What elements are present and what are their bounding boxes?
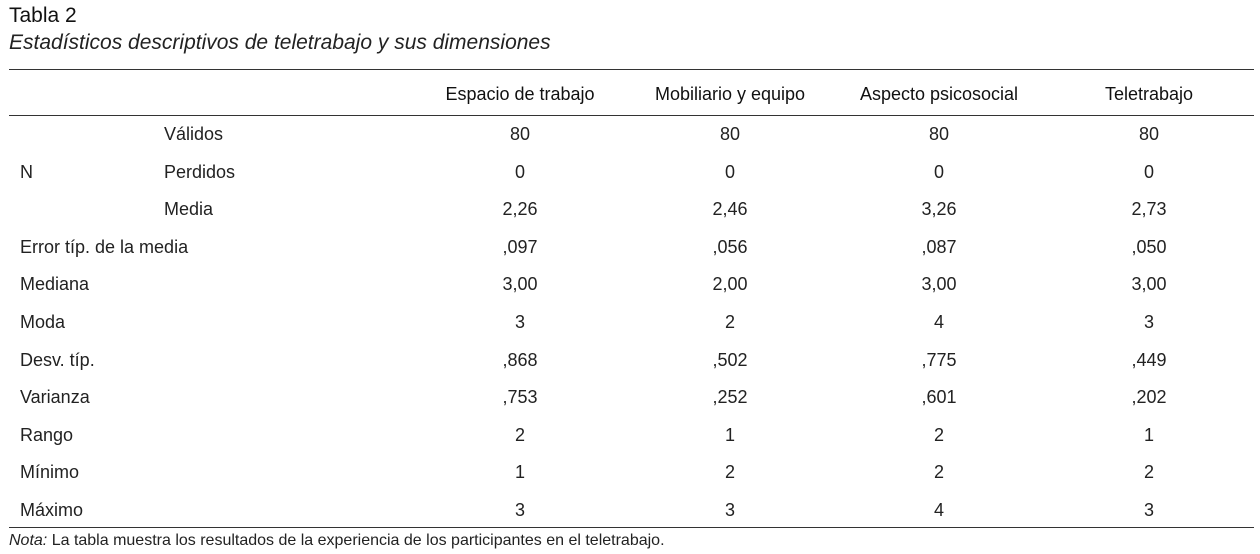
table-cell: ,202 [1131,387,1167,407]
table-cell: 1 [724,425,735,445]
table-cell: 1 [1143,425,1154,445]
table-cell: ,087 [921,237,957,257]
row-sublabel: Perdidos [164,162,236,182]
table-cell: 0 [514,162,525,182]
table-cell: 3 [1143,500,1154,520]
row-label: Varianza [20,387,90,407]
table-cell: 80 [719,124,741,144]
table-cell: 80 [1138,124,1160,144]
row-sublabel: Media [164,199,214,219]
table-title: Estadísticos descriptivos de teletrabajo… [9,31,551,54]
table-cell: 80 [509,124,531,144]
table-cell: 2,00 [712,274,748,294]
table-cell: 3 [514,312,525,332]
column-header-espacio: Espacio de trabajo [445,84,595,104]
table-bottom-rule [9,527,1254,528]
table-cell: 0 [933,162,944,182]
table-cell: 3,26 [921,199,957,219]
note-label: Nota: [9,532,48,549]
table-label: Tabla 2 [9,4,77,27]
row-label: N [20,162,33,182]
table-cell: ,449 [1131,350,1167,370]
table-cell: 2 [933,462,944,482]
column-header-teletrabajo: Teletrabajo [1104,84,1194,104]
row-label: Desv. típ. [20,350,95,370]
table-cell: ,775 [921,350,957,370]
table-cell: 4 [933,500,944,520]
table-cell: ,252 [712,387,748,407]
column-header-psicosocial: Aspecto psicosocial [859,84,1019,104]
table-cell: 3 [1143,312,1154,332]
table-top-rule [9,69,1254,70]
table-cell: ,056 [712,237,748,257]
table-note: Nota: La tabla muestra los resultados de… [9,530,665,552]
table-cell: ,502 [712,350,748,370]
table-cell: 2 [724,462,735,482]
table-cell: ,753 [502,387,538,407]
row-label: Máximo [20,500,84,520]
table-cell: 2,73 [1131,199,1167,219]
table-cell: 2,26 [502,199,538,219]
table-cell: 4 [933,312,944,332]
table-cell: 3,00 [1131,274,1167,294]
table-cell: 0 [724,162,735,182]
row-sublabel: Válidos [164,124,224,144]
row-label: Rango [20,425,74,445]
table-cell: ,097 [502,237,538,257]
table-cell: 2 [724,312,735,332]
table-cell: 3 [514,500,525,520]
table-cell: 3,00 [502,274,538,294]
row-label: Mínimo [20,462,80,482]
row-label: Error típ. de la media [20,237,189,257]
table-cell: ,868 [502,350,538,370]
table-cell: 3,00 [921,274,957,294]
row-label: Moda [20,312,66,332]
table-cell: 3 [724,500,735,520]
table-header-rule [9,115,1254,116]
column-header-mobiliario: Mobiliario y equipo [654,84,806,104]
table-cell: 2 [1143,462,1154,482]
table-cell: 1 [514,462,525,482]
table-cell: 2 [933,425,944,445]
table-cell: 0 [1143,162,1154,182]
table-cell: 80 [928,124,950,144]
table-cell: ,050 [1131,237,1167,257]
table-cell: 2 [514,425,525,445]
table-cell: ,601 [921,387,957,407]
table-cell: 2,46 [712,199,748,219]
note-text: La tabla muestra los resultados de la ex… [47,532,665,549]
row-label: Mediana [20,274,90,294]
